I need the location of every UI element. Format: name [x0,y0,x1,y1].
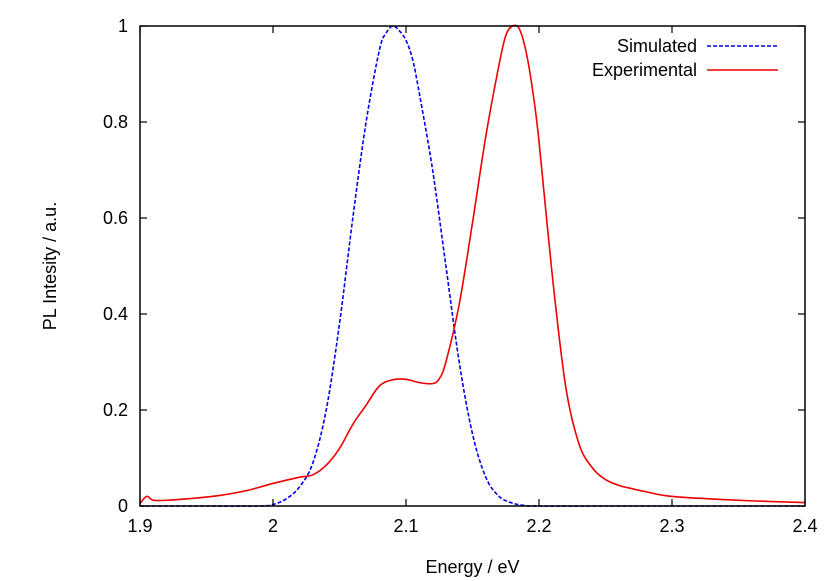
legend-label-experimental: Experimental [592,60,697,80]
ticks-layer: 1.9 2 2.1 2.2 2.3 2.4 0 0.2 0.4 0.6 0.8 1 [103,16,818,536]
x-tick-label: 2.1 [393,516,418,536]
y-tick-label: 0 [118,496,128,516]
plot-frame [139,25,806,507]
x-tick-label: 2 [268,516,278,536]
x-tick-label: 2.3 [659,516,684,536]
legend: Simulated Experimental [592,36,778,80]
legend-label-simulated: Simulated [617,36,697,56]
series-line-simulated [140,25,805,507]
series-layer [139,24,806,507]
y-tick-label: 0.8 [103,112,128,132]
y-tick-label: 0.6 [103,208,128,228]
y-tick-label: 0.2 [103,400,128,420]
x-tick-label: 2.2 [526,516,551,536]
x-tick-label: 2.4 [792,516,817,536]
y-axis-label: PL Intesity / a.u. [40,202,60,330]
x-axis-label: Energy / eV [425,557,519,577]
y-tick-label: 1 [118,16,128,36]
x-tick-label: 1.9 [127,516,152,536]
series-line-experimental [139,24,806,505]
y-tick-label: 0.4 [103,304,128,324]
